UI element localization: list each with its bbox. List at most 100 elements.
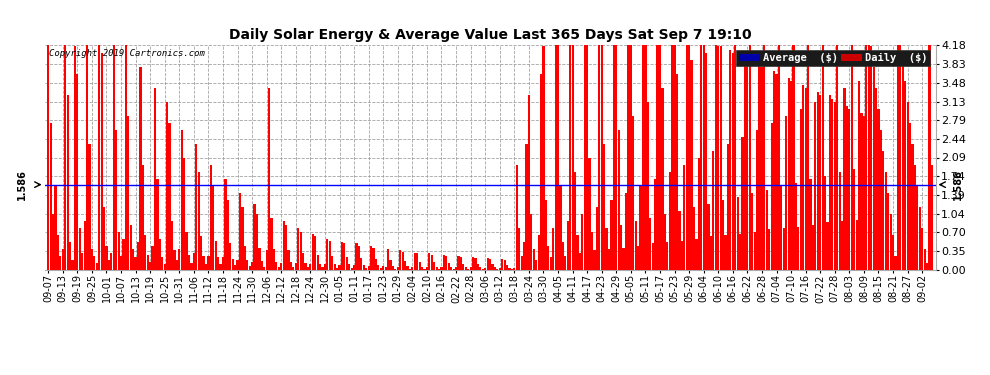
Bar bbox=[327, 238, 329, 270]
Bar bbox=[865, 45, 867, 270]
Bar bbox=[372, 248, 374, 270]
Bar bbox=[591, 232, 593, 270]
Bar bbox=[83, 221, 86, 270]
Bar bbox=[295, 263, 297, 270]
Bar bbox=[404, 261, 406, 270]
Bar bbox=[355, 243, 357, 270]
Bar bbox=[603, 144, 605, 270]
Bar bbox=[253, 204, 255, 270]
Bar bbox=[917, 186, 919, 270]
Bar bbox=[339, 265, 341, 270]
Bar bbox=[921, 228, 924, 270]
Bar bbox=[743, 57, 746, 270]
Bar bbox=[180, 130, 183, 270]
Bar bbox=[270, 217, 272, 270]
Bar bbox=[251, 262, 253, 270]
Bar bbox=[108, 260, 110, 270]
Bar bbox=[511, 269, 513, 270]
Bar bbox=[566, 221, 569, 270]
Bar bbox=[255, 214, 258, 270]
Bar bbox=[309, 264, 312, 270]
Bar bbox=[725, 235, 727, 270]
Bar bbox=[613, 45, 615, 270]
Bar bbox=[829, 95, 831, 270]
Bar bbox=[552, 228, 554, 270]
Bar bbox=[929, 45, 931, 270]
Bar bbox=[419, 262, 421, 270]
Bar bbox=[576, 235, 578, 270]
Bar bbox=[156, 179, 158, 270]
Bar bbox=[855, 220, 857, 270]
Bar bbox=[137, 242, 140, 270]
Bar bbox=[147, 255, 148, 270]
Bar bbox=[620, 225, 623, 270]
Bar bbox=[447, 263, 449, 270]
Bar bbox=[263, 267, 265, 270]
Bar bbox=[756, 130, 758, 270]
Bar bbox=[715, 45, 717, 270]
Bar bbox=[248, 266, 250, 270]
Bar bbox=[329, 241, 331, 270]
Text: 1.586: 1.586 bbox=[952, 169, 963, 200]
Bar bbox=[561, 242, 564, 270]
Bar bbox=[88, 144, 90, 270]
Bar bbox=[275, 262, 277, 270]
Bar bbox=[217, 257, 219, 270]
Bar bbox=[307, 267, 309, 270]
Bar bbox=[885, 172, 887, 270]
Bar bbox=[890, 214, 892, 270]
Bar bbox=[737, 196, 739, 270]
Bar bbox=[753, 232, 755, 270]
Bar bbox=[501, 259, 503, 270]
Bar bbox=[171, 221, 173, 270]
Bar bbox=[506, 265, 508, 270]
Bar bbox=[357, 246, 360, 270]
Bar bbox=[489, 259, 491, 270]
Bar bbox=[462, 264, 464, 270]
Bar bbox=[521, 256, 523, 270]
Bar bbox=[392, 266, 394, 270]
Bar bbox=[758, 64, 760, 270]
Bar bbox=[727, 144, 729, 270]
Bar bbox=[579, 252, 581, 270]
Bar bbox=[227, 200, 229, 270]
Bar bbox=[633, 116, 635, 270]
Bar bbox=[909, 123, 911, 270]
Bar bbox=[695, 238, 698, 270]
Bar bbox=[190, 263, 192, 270]
Bar bbox=[569, 45, 571, 270]
Bar bbox=[232, 259, 234, 270]
Bar bbox=[297, 228, 299, 270]
Bar bbox=[663, 214, 666, 270]
Bar bbox=[668, 172, 671, 270]
Bar bbox=[61, 249, 63, 270]
Bar bbox=[161, 257, 163, 270]
Bar bbox=[247, 260, 248, 270]
Bar bbox=[426, 267, 428, 270]
Bar bbox=[300, 232, 302, 270]
Bar bbox=[324, 264, 326, 270]
Bar bbox=[212, 186, 215, 270]
Bar bbox=[280, 263, 282, 270]
Bar bbox=[730, 50, 732, 270]
Bar bbox=[431, 255, 433, 270]
Bar bbox=[268, 88, 270, 270]
Bar bbox=[904, 81, 906, 270]
Bar bbox=[593, 251, 596, 270]
Bar bbox=[66, 95, 68, 270]
Bar bbox=[765, 190, 768, 270]
Bar bbox=[350, 268, 352, 270]
Bar bbox=[365, 268, 367, 270]
Bar bbox=[676, 74, 678, 270]
Bar bbox=[86, 45, 88, 270]
Bar bbox=[56, 235, 59, 270]
Bar bbox=[115, 130, 117, 270]
Bar bbox=[491, 264, 494, 270]
Bar bbox=[780, 186, 782, 270]
Bar bbox=[693, 207, 695, 270]
Bar bbox=[907, 102, 909, 270]
Bar bbox=[387, 249, 389, 270]
Bar bbox=[518, 228, 521, 270]
Bar bbox=[863, 116, 865, 270]
Bar bbox=[722, 200, 725, 270]
